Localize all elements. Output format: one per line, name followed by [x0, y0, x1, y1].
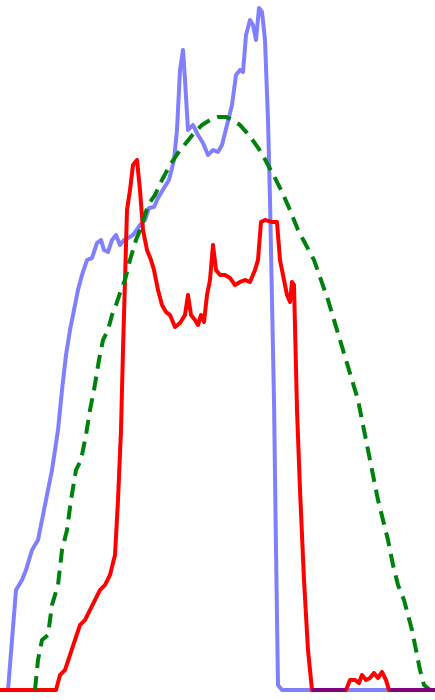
series-line-green [33, 115, 432, 692]
series-line-red [0, 158, 435, 692]
series-line-blue [0, 6, 435, 692]
